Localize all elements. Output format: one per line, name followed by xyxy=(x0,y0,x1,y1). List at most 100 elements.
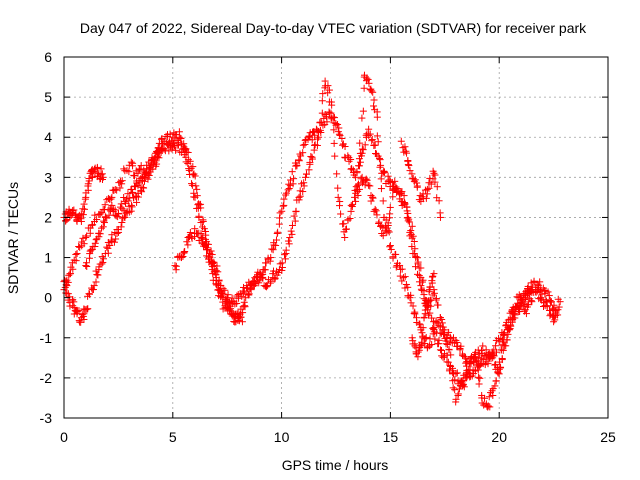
data-point xyxy=(82,262,90,270)
data-point xyxy=(365,125,373,133)
data-point xyxy=(410,250,418,258)
data-point xyxy=(352,173,360,181)
data-point xyxy=(115,228,123,236)
data-point xyxy=(401,143,409,151)
data-point xyxy=(474,366,482,374)
data-point xyxy=(288,168,296,176)
data-point xyxy=(401,273,409,281)
data-point xyxy=(306,160,314,168)
data-point xyxy=(352,197,360,205)
data-point xyxy=(89,286,97,294)
data-point xyxy=(335,202,343,210)
data-point xyxy=(428,277,436,285)
data-point xyxy=(430,289,438,297)
data-point xyxy=(348,165,356,173)
x-tick-label: 25 xyxy=(600,429,616,445)
data-point xyxy=(415,272,423,280)
data-point xyxy=(415,278,423,286)
data-point xyxy=(360,84,368,92)
data-point xyxy=(413,183,421,191)
y-tick-label: 5 xyxy=(44,89,52,105)
data-point xyxy=(471,367,479,375)
data-point xyxy=(356,149,364,157)
data-point xyxy=(353,169,361,177)
data-point xyxy=(285,240,293,248)
data-point xyxy=(225,298,233,306)
data-point xyxy=(83,232,91,240)
data-point xyxy=(449,377,457,385)
data-point xyxy=(452,395,460,403)
data-point xyxy=(406,232,414,240)
data-point xyxy=(175,133,183,141)
data-point xyxy=(73,250,81,258)
data-point xyxy=(133,198,141,206)
data-point xyxy=(104,249,112,257)
data-point xyxy=(333,170,341,178)
data-point xyxy=(79,205,87,213)
data-point xyxy=(417,285,425,293)
data-point xyxy=(180,249,188,257)
data-point xyxy=(345,157,353,165)
data-point xyxy=(436,314,444,322)
data-point xyxy=(431,178,439,186)
data-point xyxy=(368,135,376,143)
data-point xyxy=(316,126,324,134)
data-point xyxy=(389,193,397,201)
data-point xyxy=(300,179,308,187)
data-point xyxy=(543,303,551,311)
data-point xyxy=(511,314,519,322)
data-point xyxy=(225,306,233,314)
data-point xyxy=(280,195,288,203)
data-point xyxy=(449,384,457,392)
data-point xyxy=(324,82,332,90)
data-point xyxy=(368,193,376,201)
data-point xyxy=(83,263,91,271)
data-point xyxy=(102,213,110,221)
data-point xyxy=(212,267,220,275)
data-point xyxy=(386,203,394,211)
data-point xyxy=(325,86,333,94)
data-point xyxy=(418,286,426,294)
data-point xyxy=(84,305,92,313)
data-point xyxy=(441,326,449,334)
data-point xyxy=(315,133,323,141)
data-point xyxy=(92,278,100,286)
data-point xyxy=(334,184,342,192)
data-point xyxy=(213,262,221,270)
data-point xyxy=(285,185,293,193)
data-point xyxy=(191,225,199,233)
data-point xyxy=(184,241,192,249)
data-point xyxy=(457,342,465,350)
data-point xyxy=(418,338,426,346)
data-point xyxy=(392,263,400,271)
data-point xyxy=(121,213,129,221)
data-point xyxy=(351,193,359,201)
data-point xyxy=(445,346,453,354)
data-point xyxy=(116,203,124,211)
data-point xyxy=(370,96,378,104)
data-point xyxy=(284,186,292,194)
data-point xyxy=(208,251,216,259)
data-point xyxy=(101,201,109,209)
data-point xyxy=(492,342,500,350)
data-point xyxy=(84,180,92,188)
data-point xyxy=(346,214,354,222)
data-point xyxy=(287,227,295,235)
data-point xyxy=(93,216,101,224)
data-point xyxy=(367,85,375,93)
data-point xyxy=(305,132,313,140)
data-point xyxy=(64,290,72,298)
data-point xyxy=(261,266,269,274)
data-point xyxy=(484,360,492,368)
data-point xyxy=(276,214,284,222)
data-point xyxy=(72,257,80,265)
data-point xyxy=(396,261,404,269)
x-tick-label: 15 xyxy=(383,429,399,445)
y-tick-label: -2 xyxy=(40,370,53,386)
data-point xyxy=(392,250,400,258)
data-point xyxy=(94,271,102,279)
data-point xyxy=(365,131,373,139)
data-point xyxy=(252,279,260,287)
data-point xyxy=(308,136,316,144)
data-point xyxy=(125,168,133,176)
